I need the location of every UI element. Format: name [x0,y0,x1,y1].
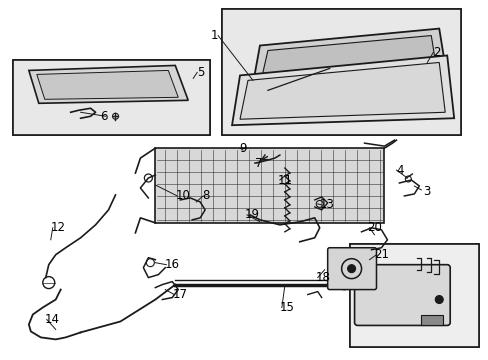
FancyBboxPatch shape [327,248,376,289]
Text: 6: 6 [101,110,108,123]
Text: 14: 14 [45,313,60,326]
Text: 21: 21 [374,248,389,261]
Text: 7: 7 [254,157,262,170]
Bar [222,9,460,135]
Polygon shape [258,36,438,94]
Text: 17: 17 [172,288,187,301]
FancyBboxPatch shape [354,265,449,325]
Bar [222,9,460,135]
Text: 11: 11 [277,174,292,186]
Text: 1: 1 [210,29,218,42]
Bar [13,60,210,135]
Text: 13: 13 [319,198,334,211]
Text: 18: 18 [315,271,330,284]
Polygon shape [29,66,188,103]
Circle shape [347,265,355,273]
Text: 10: 10 [175,189,190,202]
Text: 12: 12 [51,221,65,234]
Bar [421,315,442,325]
Text: 16: 16 [164,258,179,271]
Polygon shape [37,71,178,99]
Text: 4: 4 [396,163,403,176]
Text: 19: 19 [244,208,260,221]
Bar [349,244,478,347]
Text: 2: 2 [432,46,440,59]
Text: 5: 5 [197,66,204,79]
Text: 15: 15 [279,301,294,314]
Circle shape [434,296,442,303]
Text: 8: 8 [202,189,209,202]
Bar [155,148,384,223]
Polygon shape [240,62,444,119]
Polygon shape [249,28,448,100]
Text: 9: 9 [239,141,246,155]
Text: 20: 20 [367,221,382,234]
Polygon shape [232,55,453,125]
Bar [349,244,478,347]
Bar [13,60,210,135]
Text: 3: 3 [423,185,430,198]
